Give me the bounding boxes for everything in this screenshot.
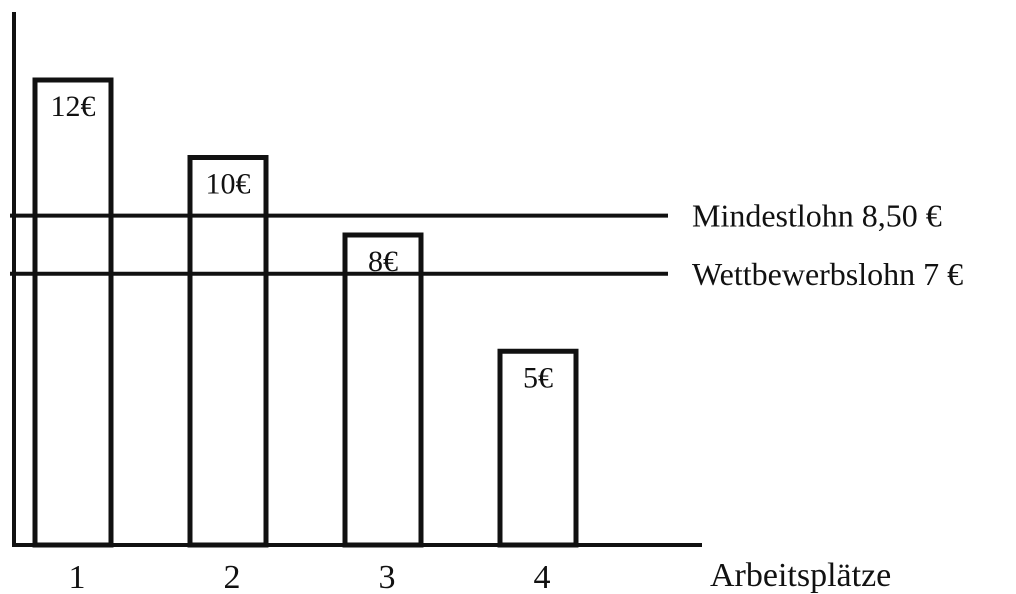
- bar-2: [187, 155, 269, 548]
- bar-value-label-1: 12€: [51, 90, 96, 123]
- bar-value-label-4: 5€: [523, 361, 553, 394]
- x-tick-label-1: 1: [69, 559, 86, 594]
- bar-1: [32, 77, 114, 548]
- x-tick-label-3: 3: [379, 559, 396, 594]
- bar-value-label-2: 10€: [206, 168, 251, 201]
- bars-group: 12€10€8€5€: [32, 77, 579, 548]
- reference-lines-group: Mindestlohn 8,50 € Wettbewerbslohn 7 €: [10, 198, 963, 292]
- x-tick-label-2: 2: [224, 559, 241, 594]
- x-axis-label: Arbeitsplätze: [710, 557, 891, 594]
- bar-4: [497, 348, 579, 548]
- reference-line-label-2: Wettbewerbslohn 7 €: [692, 256, 963, 292]
- reference-line-label-1: Mindestlohn 8,50 €: [692, 198, 942, 234]
- x-tick-label-4: 4: [534, 559, 551, 594]
- tick-labels-group: 1 2 3 4: [69, 559, 551, 594]
- bar-3: [342, 232, 424, 548]
